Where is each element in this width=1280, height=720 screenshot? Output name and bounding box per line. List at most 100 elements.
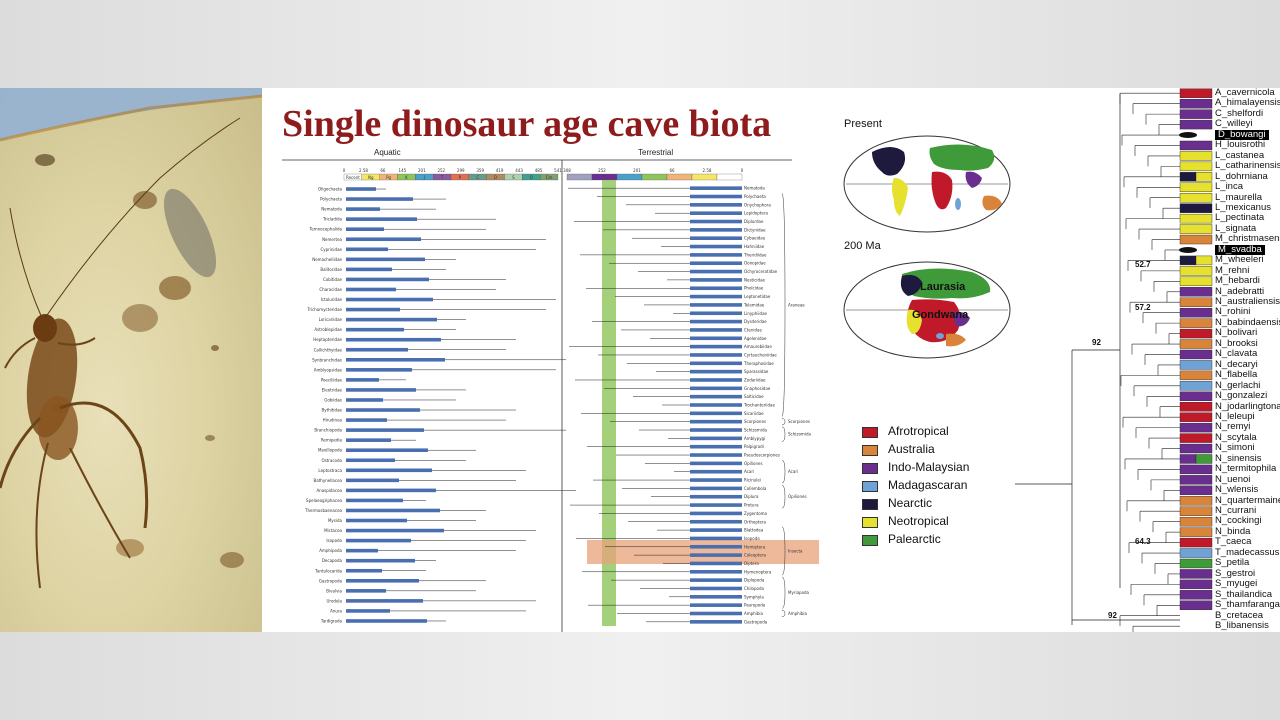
region-color-box	[1179, 349, 1213, 360]
period-label: J	[423, 175, 425, 180]
terrestrial-taxon-label: Gastropoda	[744, 619, 768, 624]
terrestrial-taxon-label: Oonopidae	[744, 261, 766, 266]
region-color-box	[1179, 454, 1197, 464]
aquatic-taxon-label: Tantulocarida	[314, 568, 342, 573]
aquatic-taxon-bar	[346, 257, 425, 262]
terrestrial-taxon-bar	[690, 336, 742, 341]
species-label: N_bolivari	[1215, 327, 1258, 339]
aquatic-taxon-bar	[346, 418, 387, 422]
species-label: M_svadba	[1215, 244, 1265, 256]
group-bracket	[781, 576, 786, 609]
tick-label: 485	[535, 168, 543, 173]
period-label: C	[476, 175, 479, 180]
region-color-box	[1179, 234, 1213, 245]
terrestrial-taxon-bar	[690, 211, 742, 215]
terrestrial-taxon-bar	[690, 494, 742, 499]
species-label: N_uenoi	[1215, 473, 1251, 485]
region-color-box	[1179, 412, 1213, 422]
species-label: N_rohini	[1215, 306, 1251, 318]
terrestrial-taxon-bar	[690, 219, 742, 224]
aquatic-taxon-bar	[346, 227, 384, 232]
terrestrial-taxon-label: Salticidae	[744, 394, 764, 399]
aquatic-taxon-bar	[346, 578, 419, 583]
legend-swatch	[862, 535, 878, 546]
terrestrial-taxon-label: Diplura	[744, 494, 759, 499]
aquatic-taxon-label: Amphipoda	[319, 548, 342, 553]
terrestrial-taxon-bar	[690, 344, 742, 349]
terrestrial-taxon-bar	[690, 369, 742, 374]
aquatic-taxon-label: Balitoridae	[320, 267, 342, 272]
species-label: B_libanensis	[1215, 619, 1269, 631]
legend-swatch	[862, 445, 878, 456]
amber-fossil-photo	[0, 88, 262, 632]
terrestrial-taxon-label: Pseudoscorpiones	[744, 453, 780, 458]
legend-item: Australia	[862, 442, 1002, 460]
aquatic-taxon-bar	[346, 599, 423, 603]
legend-label: Indo-Malaysian	[888, 460, 970, 474]
terrestrial-taxon-bar	[690, 378, 742, 382]
period-cell	[716, 173, 743, 181]
period-label: T	[440, 175, 444, 180]
aquatic-taxon-bar	[346, 448, 428, 453]
terrestrial-taxon-bar	[690, 328, 742, 332]
aquatic-taxon-label: Decapoda	[322, 558, 343, 563]
group-bracket	[781, 610, 786, 617]
terrestrial-taxon-label: Scorpiones	[744, 419, 766, 424]
region-color-box	[1179, 172, 1197, 182]
aquatic-taxon-label: Tricladida	[322, 217, 343, 222]
terrestrial-taxon-bar	[690, 478, 742, 482]
terrestrial-taxon-bar	[690, 561, 742, 566]
aquatic-taxon-label: Polychaeta	[320, 197, 342, 202]
region-color-box	[1179, 213, 1213, 224]
aquatic-taxon-bar	[346, 347, 408, 352]
laurasia-label: Laurasia	[920, 281, 966, 293]
species-label: L_castanea	[1215, 149, 1265, 161]
terrestrial-taxon-bar	[690, 569, 742, 574]
terrestrial-taxon-label: Opiliones	[744, 461, 763, 466]
terrestrial-taxon-bar	[690, 244, 742, 249]
species-label: A_cavernicola	[1215, 88, 1275, 98]
terrestrial-taxon-bar	[690, 486, 742, 491]
aquatic-taxon-label: Cyprinidae	[320, 247, 342, 252]
species-label: N_quartermainei	[1215, 494, 1280, 506]
aquatic-taxon-label: Mysida	[328, 518, 343, 523]
terrestrial-taxon-bar	[690, 228, 742, 232]
terrestrial-taxon-bar	[690, 453, 742, 457]
aquatic-taxon-label: Astroblepidae	[314, 327, 342, 332]
species-label: N_currani	[1215, 505, 1257, 516]
legend-label: Madagascaran	[888, 478, 968, 492]
species-label: N_sinensis	[1215, 452, 1262, 464]
terrestrial-taxon-bar	[690, 436, 742, 441]
node-support-value: 57.2	[1135, 303, 1151, 312]
group-bracket	[781, 418, 786, 426]
terrestrial-taxon-bar	[690, 278, 742, 282]
terrestrial-taxon-label: Nematoda	[744, 186, 765, 191]
aquatic-taxon-bar	[346, 287, 396, 292]
gondwana-label: Gondwana	[912, 309, 969, 321]
group-label: Acari	[788, 469, 798, 474]
terrestrial-taxon-label: Telemidae	[743, 302, 765, 307]
terrestrial-taxon-bar	[690, 461, 742, 466]
aquatic-taxon-bar	[346, 187, 376, 191]
group-label: Schizomida	[788, 432, 811, 437]
region-color-box	[1179, 297, 1213, 307]
species-label: N_flabella	[1215, 369, 1258, 381]
aquatic-taxon-label: Nemacheilidae	[312, 257, 342, 262]
species-label: N_cockingi	[1215, 515, 1262, 527]
terrestrial-taxon-label: Leptonetidae	[744, 294, 771, 299]
aquatic-taxon-label: Cobitidae	[323, 277, 343, 282]
terrestrial-taxon-bar	[690, 503, 742, 507]
aquatic-taxon-bar	[346, 398, 383, 402]
group-label: Scorpiones	[788, 419, 810, 424]
past-map-label: 200 Ma	[844, 240, 881, 252]
period-cell	[616, 173, 643, 181]
terrestrial-taxon-bar	[690, 595, 742, 599]
aquatic-taxon-label: Urodela	[327, 598, 343, 603]
terrestrial-taxon-bar	[690, 394, 742, 399]
aquatic-header: Aquatic	[374, 148, 401, 157]
period-label: K	[405, 175, 408, 180]
tick-label: 201	[418, 168, 426, 173]
region-color-box	[1179, 516, 1213, 527]
species-label: S_thamfaranga	[1215, 599, 1280, 611]
terrestrial-taxon-label: Amaurobiidae	[744, 344, 772, 349]
